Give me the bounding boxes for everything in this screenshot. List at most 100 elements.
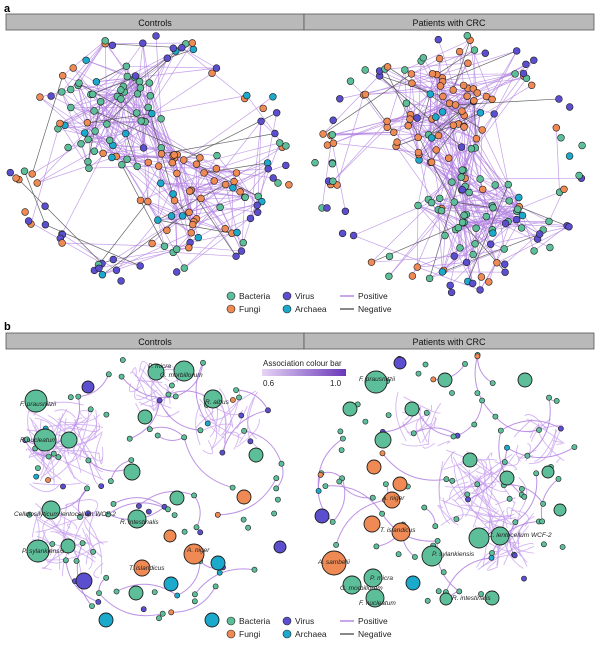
- net-b-controls-positive-edge: [33, 513, 87, 540]
- label-a-niger-controls: A. niger: [186, 547, 210, 554]
- net-a-controls-node: [95, 264, 103, 272]
- net-a-controls-node: [243, 91, 251, 100]
- net-a-crc-node: [445, 154, 453, 162]
- net-b-crc-large-node: [342, 401, 358, 417]
- panel-a-letter: a: [4, 3, 11, 15]
- net-a-crc-node: [505, 197, 513, 205]
- net-a-controls-node: [160, 242, 169, 251]
- net-a-crc-positive-edge: [404, 39, 471, 71]
- net-a-controls-positive-edge: [88, 133, 126, 140]
- net-a-controls-node: [83, 118, 92, 127]
- net-b-crc-large-node: [393, 356, 407, 370]
- net-a-controls-positive-edge: [174, 196, 246, 201]
- label-r-intestinalis-crc: R. intestinalis: [452, 595, 491, 602]
- net-a-controls-positive-edge: [100, 101, 113, 158]
- net-b-controls-positive-edge: [129, 400, 161, 440]
- net-a-crc-node: [385, 272, 393, 280]
- net-a-crc-positive-edge: [479, 215, 523, 291]
- net-a-controls-node: [90, 147, 99, 155]
- net-a-controls-node: [254, 208, 262, 217]
- net-a-crc-positive-edge: [463, 216, 487, 223]
- net-a-crc-positive-edge: [371, 202, 432, 263]
- net-a-crc-positive-edge: [411, 49, 475, 75]
- net-a-controls-positive-edge: [62, 75, 118, 97]
- net-a-controls-node: [121, 129, 130, 138]
- net-b-crc-positive-edge: [338, 481, 373, 499]
- net-a-crc-node: [511, 70, 519, 78]
- net-b-controls-node: [67, 394, 74, 401]
- net-a-crc-negative-edge: [473, 101, 477, 139]
- net-a-crc-node: [473, 89, 481, 97]
- net-a-crc-positive-edge: [406, 103, 449, 159]
- net-b-crc-node: [474, 390, 481, 396]
- panel-b-letter: b: [4, 321, 11, 333]
- net-a-controls-node: [186, 187, 194, 195]
- net-a-controls-node: [36, 93, 44, 101]
- net-b-controls-positive-edge: [136, 365, 146, 391]
- net-b-controls-large-node: [24, 389, 48, 413]
- legend-a-fungi-swatch: [226, 304, 236, 314]
- net-b-crc-node: [478, 591, 484, 597]
- net-b-controls-node: [278, 460, 285, 467]
- net-a-crc-negative-edge: [467, 184, 509, 282]
- net-a-crc-node: [407, 70, 416, 78]
- net-a-controls-node: [117, 95, 125, 103]
- net-a-crc-positive-edge: [418, 159, 493, 207]
- net-a-controls-positive-edge: [126, 65, 217, 69]
- panel-a-header-crc: [303, 13, 595, 31]
- net-a-crc-positive-edge: [490, 226, 570, 245]
- net-a-controls-node: [212, 165, 221, 173]
- net-b-controls-node: [216, 569, 223, 576]
- net-a-controls-node: [98, 271, 107, 279]
- net-a-crc-node: [426, 90, 434, 98]
- net-a-crc-positive-edge: [411, 73, 464, 86]
- net-a-controls-positive-edge: [30, 123, 61, 225]
- net-a-controls-node: [180, 156, 188, 164]
- net-a-crc-positive-edge: [442, 39, 471, 79]
- net-b-controls-node: [214, 511, 221, 518]
- net-b-crc-positive-edge: [515, 473, 538, 523]
- net-a-controls-positive-edge: [39, 89, 71, 98]
- net-a-crc-node: [413, 263, 421, 271]
- net-b-controls-node: [181, 528, 188, 535]
- net-a-crc-positive-edge: [461, 176, 517, 220]
- net-b-controls-node: [126, 435, 133, 442]
- net-a-crc-positive-edge: [467, 207, 494, 282]
- net-a-controls-positive-edge: [151, 180, 215, 244]
- net-a-crc-node: [402, 99, 411, 107]
- net-a-crc-node: [455, 47, 464, 56]
- net-a-controls-positive-edge: [158, 165, 190, 192]
- net-b-controls-node: [191, 598, 198, 605]
- net-b-controls-node: [273, 475, 280, 482]
- net-a-controls-node: [139, 144, 148, 152]
- net-b-controls-positive-edge: [161, 389, 175, 402]
- legend-b-bacteria-swatch: [226, 616, 236, 626]
- net-a-controls-node: [241, 193, 249, 202]
- net-a-crc-node: [477, 273, 486, 281]
- legend-b-fungi-label: Fungi: [239, 629, 260, 639]
- net-a-crc-positive-edge: [464, 92, 478, 179]
- net-b-crc-positive-edge: [509, 521, 516, 555]
- net-b-controls-node: [105, 371, 112, 378]
- net-a-controls-node: [154, 216, 162, 224]
- net-a-controls-node: [216, 203, 224, 212]
- net-a-crc-node: [476, 175, 484, 183]
- net-a-controls-positive-edge: [142, 120, 175, 201]
- net-a-crc-node: [481, 49, 489, 57]
- net-a-controls-node: [269, 93, 277, 101]
- net-a-controls-node: [118, 161, 126, 169]
- net-a-controls-positive-edge: [37, 156, 117, 184]
- net-a-controls-node: [103, 120, 111, 128]
- net-b-crc-positive-edge: [436, 540, 460, 592]
- net-a-controls-node: [24, 217, 33, 225]
- net-b-controls-node: [98, 483, 105, 489]
- colorbar-title: Association colour bar: [263, 359, 342, 368]
- net-b-controls-node: [96, 590, 102, 596]
- net-b-crc-node: [369, 494, 376, 501]
- net-b-crc-node: [449, 477, 456, 484]
- net-a-controls-node: [178, 212, 187, 220]
- net-a-crc-positive-edge: [365, 73, 433, 95]
- net-b-crc-large-node: [462, 452, 478, 468]
- net-b-controls-large-node: [173, 360, 195, 382]
- net-a-crc-positive-edge: [371, 255, 455, 263]
